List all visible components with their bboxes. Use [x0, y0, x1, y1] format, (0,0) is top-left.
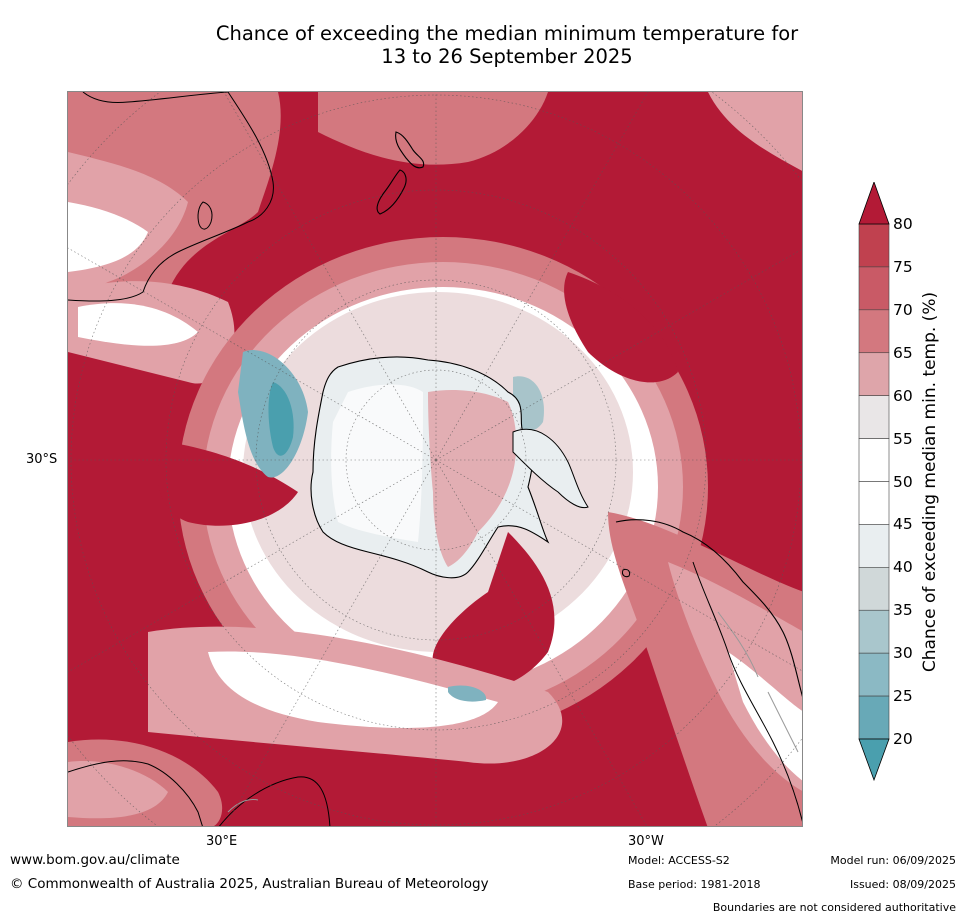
colorbar-tick-label: 50 — [893, 472, 913, 491]
colorbar-band — [858, 266, 890, 311]
australia-coast — [68, 760, 203, 826]
chart-title: Chance of exceeding the median minimum t… — [0, 22, 965, 68]
colorbar-tick-label: 25 — [893, 687, 913, 706]
africa-coast — [82, 92, 229, 103]
antarctica-pale-interior — [331, 384, 423, 542]
lat-label-30s: 30°S — [26, 452, 58, 467]
colorbar-tick-label: 75 — [893, 257, 913, 276]
blue-patch-5 — [448, 685, 487, 702]
colorbar-band — [858, 438, 890, 482]
south-america-borders — [717, 611, 799, 753]
red-intrusion-west — [157, 442, 298, 526]
new-zealand-north — [395, 131, 425, 169]
colorbar-band — [858, 223, 890, 268]
colorbar-band — [858, 352, 890, 396]
colorbar — [858, 182, 890, 782]
madagascar — [197, 201, 213, 230]
field-region-n — [318, 92, 548, 165]
colorbar-tick-label: 55 — [893, 429, 913, 448]
colorbar-band — [858, 524, 890, 568]
colorbar-tick-label: 65 — [893, 343, 913, 362]
south-america-coast — [615, 519, 802, 697]
colorbar-band — [858, 652, 890, 697]
colorbar-tick-label: 60 — [893, 386, 913, 405]
australia-south — [219, 776, 331, 826]
colorbar-tick-label: 40 — [893, 558, 913, 577]
footer-url: www.bom.gov.au/climate — [10, 852, 180, 868]
new-zealand-south — [376, 169, 407, 215]
graticule — [68, 92, 802, 826]
polar-map — [67, 91, 803, 827]
antarctic-peninsula — [512, 428, 589, 509]
footer-copyright: © Commonwealth of Australia 2025, Austra… — [10, 876, 489, 892]
colorbar-tick-label: 80 — [893, 215, 913, 233]
africa-east-coast — [68, 92, 274, 302]
field-region-sw-light — [68, 761, 168, 819]
colorbar-band — [858, 609, 890, 654]
lon-label-30w: 30°W — [628, 834, 664, 849]
antarctica-east-warm — [428, 390, 517, 567]
footer-base-period: Base period: 1981-2018 — [628, 878, 761, 891]
colorbar-tick-label: 70 — [893, 300, 913, 319]
footer-issued: Issued: 08/09/2025 — [849, 878, 956, 891]
colorbar-under-triangle — [858, 738, 890, 782]
colorbar-tick-label: 45 — [893, 515, 913, 534]
field-region-ne — [708, 92, 802, 171]
colorbar-band — [858, 567, 890, 611]
footer-disclaimer: Boundaries are not considered authoritat… — [712, 901, 956, 914]
colorbar-tick-label: 30 — [893, 644, 913, 663]
lon-label-30e: 30°E — [206, 834, 238, 849]
colorbar-band — [858, 309, 890, 354]
field-region-e-white — [728, 652, 802, 781]
title-line-2: 13 to 26 September 2025 — [381, 45, 633, 68]
colorbar-band — [858, 695, 890, 740]
title-line-1: Chance of exceeding the median minimum t… — [215, 22, 799, 45]
colorbar-band — [858, 481, 890, 525]
field-region-w-white — [78, 303, 198, 346]
colorbar-over-triangle — [858, 182, 890, 225]
map-canvas — [68, 92, 802, 826]
colorbar-label: Chance of exceeding median min. temp. (%… — [920, 291, 940, 673]
field-region-s-white — [208, 651, 498, 728]
footer-model-run: Model run: 06/09/2025 — [830, 854, 956, 867]
blue-patch-2 — [268, 382, 294, 456]
field-region-nw-white — [68, 202, 148, 272]
colorbar-tick-label: 20 — [893, 730, 913, 748]
south-america-west — [692, 561, 802, 822]
colorbar-band — [858, 395, 890, 439]
footer-model: Model: ACCESS-S2 — [628, 854, 730, 867]
australia-borders — [227, 799, 259, 813]
colorbar-tick-label: 35 — [893, 601, 913, 620]
red-intrusion-south — [432, 532, 555, 690]
red-intrusion-ne — [564, 272, 678, 383]
